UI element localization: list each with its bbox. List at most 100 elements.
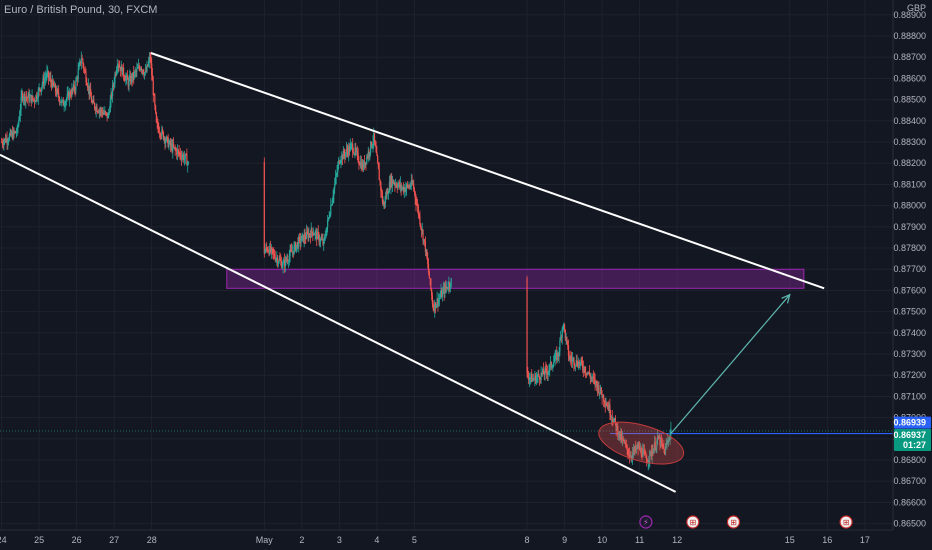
candle-body [6,138,8,143]
candle-body [143,73,145,76]
candle-body [377,155,379,163]
candle-body [581,362,584,368]
candle-body [449,282,451,287]
candle-body [95,106,97,111]
candle-body [11,132,14,139]
candle-body [277,262,279,264]
candle-body [65,98,68,102]
candle-body [344,154,346,157]
candle-body [531,378,534,382]
candle-body [108,112,110,115]
candle-body [69,92,71,96]
candle-body [538,376,541,380]
candle-body [321,239,323,241]
candle-body [388,192,390,195]
candle-body [364,162,366,167]
candle-body [596,384,599,391]
candle-body [545,368,547,369]
candle-body [289,250,291,256]
candle-body [571,359,573,361]
candle-body [309,233,311,235]
candle-body [31,95,33,103]
candle-body [642,450,644,458]
candle-body [151,63,153,76]
candle-body [542,369,544,374]
candle-body [439,296,441,298]
candle-body [538,373,540,377]
candle-body [574,365,576,366]
candle-body [368,151,370,155]
uk-flag-event-icon [726,515,741,529]
candle-body [434,302,437,308]
candle-body [176,150,179,155]
candle-body [586,372,588,375]
candle-body [667,439,670,441]
y-tick-label: 0.86800 [893,455,926,465]
candle-body [410,180,412,187]
candle-body [356,151,358,153]
candle-body [345,149,348,153]
candle-body [353,153,355,155]
candle-body [32,95,34,100]
candle-body [526,278,528,373]
candle-body [13,130,15,133]
candle-body [359,163,361,166]
candle-body [310,228,312,238]
candle-body [90,96,93,103]
candle-body [589,375,591,379]
candle-body [670,428,672,434]
candle-body [266,248,269,251]
candle-body [147,64,149,66]
event-marker-glyph: ⊞ [689,518,696,527]
candle-body [402,187,404,188]
x-tick-label: 16 [822,535,832,545]
y-tick-label: 0.87500 [893,307,926,317]
candle-body [330,205,332,215]
y-tick-label: 0.87600 [893,285,926,295]
candle-body [118,65,120,67]
candle-body [264,250,266,254]
candle-body [137,66,140,69]
candle-body [578,362,580,368]
candle-body [584,367,586,373]
level-price-value: 0.86939 [893,418,926,428]
candle-body [335,174,337,178]
candle-body [112,85,114,97]
candle-body [145,70,147,72]
candle-body [637,445,639,449]
candle-body [376,152,378,156]
candle-body [157,122,159,128]
candle-body [48,77,50,79]
candle-body [25,97,28,99]
candle-body [82,59,84,65]
candle-body [40,89,42,91]
candle-body [86,85,89,88]
candle-body [363,161,365,167]
candle-body [291,251,294,253]
candle-body [578,362,581,365]
candle-body [178,150,180,154]
y-tick-label: 0.88900 [893,10,926,20]
candle-body [661,443,663,444]
y-tick-label: 0.87800 [893,243,926,253]
candle-body [620,432,622,439]
candle-body [282,262,284,267]
candle-body [380,182,382,191]
candle-body [79,60,82,64]
y-tick-label: 0.87300 [893,349,926,359]
candle-body [111,93,113,97]
candle-body [108,112,111,113]
candle-body [444,285,446,295]
candle-body [273,253,276,258]
y-tick-label: 0.86600 [893,497,926,507]
candle-body [287,259,289,262]
x-tick-label: 9 [562,535,567,545]
candle-body [146,64,148,72]
candle-body [161,129,163,136]
candle-body [436,298,438,305]
candle-body [573,358,575,366]
candle-body [386,191,388,197]
candle-body [450,278,452,287]
